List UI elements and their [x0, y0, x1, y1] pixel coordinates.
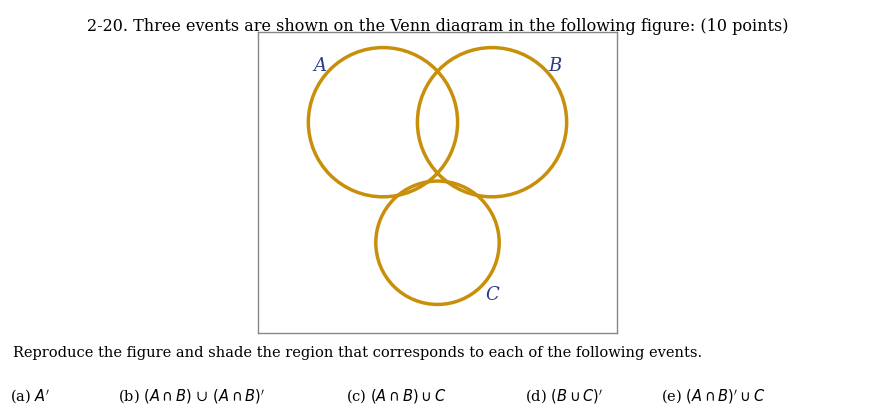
- Text: (c) $(A\cap B)\cup C$: (c) $(A\cap B)\cup C$: [346, 387, 446, 405]
- Text: (a) $A'$: (a) $A'$: [10, 387, 51, 405]
- Text: B: B: [549, 57, 562, 74]
- Text: Reproduce the figure and shade the region that corresponds to each of the follow: Reproduce the figure and shade the regio…: [13, 346, 703, 360]
- Text: (b) $(A\cap B)$ ∪ $(A\cap B)'$: (b) $(A\cap B)$ ∪ $(A\cap B)'$: [118, 387, 266, 405]
- Text: 2-20. Three events are shown on the Venn diagram in the following figure: (10 po: 2-20. Three events are shown on the Venn…: [87, 18, 788, 35]
- Text: (e) $(A\cap B)'\cup C$: (e) $(A\cap B)'\cup C$: [661, 387, 765, 405]
- Text: A: A: [313, 57, 326, 74]
- Text: C: C: [485, 286, 499, 303]
- Text: (d) $(B\cup C)'$: (d) $(B\cup C)'$: [525, 387, 603, 405]
